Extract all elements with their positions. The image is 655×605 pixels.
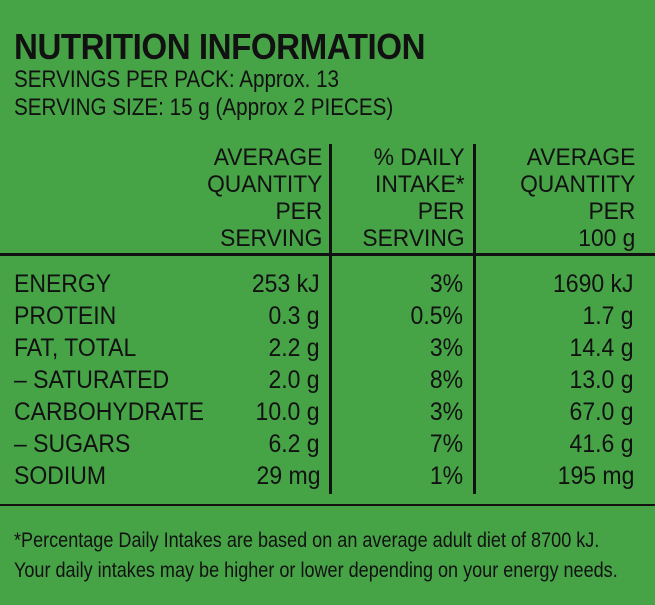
panel-title: NUTRITION INFORMATION xyxy=(14,26,426,67)
per-100g-value: 67.0 g xyxy=(570,398,634,426)
per-100g-value: 195 mg xyxy=(557,462,634,490)
per-serving-value: 29 mg xyxy=(256,462,320,490)
daily-intake-value: 8% xyxy=(429,366,463,394)
nutrient-label: ENERGY xyxy=(14,270,112,298)
table-row: ENERGY 253 kJ 3% 1690 kJ xyxy=(0,270,655,302)
header-daily-intake: % DAILY INTAKE* PER SERVING xyxy=(362,144,465,252)
footnote: Your daily intakes may be higher or lowe… xyxy=(14,559,618,582)
table-row: FAT, TOTAL 2.2 g 3% 14.4 g xyxy=(0,334,655,366)
header-divider xyxy=(0,253,655,256)
per-100g-value: 1690 kJ xyxy=(553,270,634,298)
nutrient-label: – SATURATED xyxy=(14,366,170,394)
nutrient-label: CARBOHYDRATE xyxy=(14,398,204,426)
per-serving-value: 10.0 g xyxy=(256,398,320,426)
daily-intake-value: 0.5% xyxy=(410,302,463,330)
table-row: PROTEIN 0.3 g 0.5% 1.7 g xyxy=(0,302,655,334)
nutrient-label: SODIUM xyxy=(14,462,106,490)
daily-intake-value: 7% xyxy=(429,430,463,458)
per-serving-value: 253 kJ xyxy=(252,270,320,298)
daily-intake-value: 3% xyxy=(429,398,463,426)
column-divider-1 xyxy=(329,144,332,494)
per-serving-value: 2.0 g xyxy=(268,366,320,394)
nutrient-label: – SUGARS xyxy=(14,430,131,458)
table-row: – SUGARS 6.2 g 7% 41.6 g xyxy=(0,430,655,462)
column-divider-2 xyxy=(473,144,476,494)
daily-intake-value: 3% xyxy=(429,270,463,298)
per-100g-value: 41.6 g xyxy=(570,430,634,458)
table-row: – SATURATED 2.0 g 8% 13.0 g xyxy=(0,366,655,398)
nutrient-label: FAT, TOTAL xyxy=(14,334,137,362)
per-serving-value: 6.2 g xyxy=(268,430,320,458)
nutrient-label: PROTEIN xyxy=(14,302,117,330)
footnote: *Percentage Daily Intakes are based on a… xyxy=(14,529,600,552)
per-serving-value: 0.3 g xyxy=(268,302,320,330)
per-100g-value: 13.0 g xyxy=(570,366,634,394)
per-100g-value: 1.7 g xyxy=(582,302,634,330)
header-per-100g: AVERAGE QUANTITY PER 100 g xyxy=(519,144,635,252)
header-per-serving: AVERAGE QUANTITY PER SERVING xyxy=(206,144,322,252)
daily-intake-value: 1% xyxy=(429,462,463,490)
serving-size: SERVING SIZE: 15 g (Approx 2 PIECES) xyxy=(14,94,394,121)
servings-per-pack: SERVINGS PER PACK: Approx. 13 xyxy=(14,66,340,93)
per-serving-value: 2.2 g xyxy=(268,334,320,362)
per-100g-value: 14.4 g xyxy=(570,334,634,362)
daily-intake-value: 3% xyxy=(429,334,463,362)
table-row: SODIUM 29 mg 1% 195 mg xyxy=(0,462,655,494)
footer-divider xyxy=(0,504,655,506)
table-row: CARBOHYDRATE 10.0 g 3% 67.0 g xyxy=(0,398,655,430)
